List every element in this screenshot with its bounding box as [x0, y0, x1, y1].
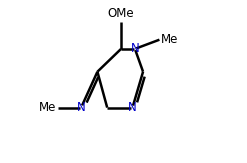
- Text: N: N: [77, 101, 85, 114]
- Text: OMe: OMe: [108, 7, 134, 20]
- Text: Me: Me: [39, 101, 57, 114]
- Text: N: N: [130, 42, 139, 55]
- Text: N: N: [128, 101, 137, 114]
- Text: Me: Me: [161, 33, 178, 46]
